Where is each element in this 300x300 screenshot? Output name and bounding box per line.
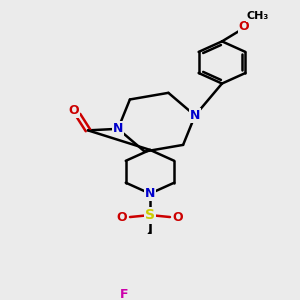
Text: N: N	[113, 122, 123, 135]
Text: N: N	[145, 187, 155, 200]
Text: O: O	[239, 20, 249, 33]
Text: CH₃: CH₃	[247, 11, 269, 21]
Text: F: F	[120, 288, 128, 300]
Text: N: N	[190, 109, 200, 122]
Text: O: O	[69, 103, 79, 117]
Text: O: O	[117, 211, 127, 224]
Text: O: O	[173, 211, 183, 224]
Text: S: S	[145, 208, 155, 223]
